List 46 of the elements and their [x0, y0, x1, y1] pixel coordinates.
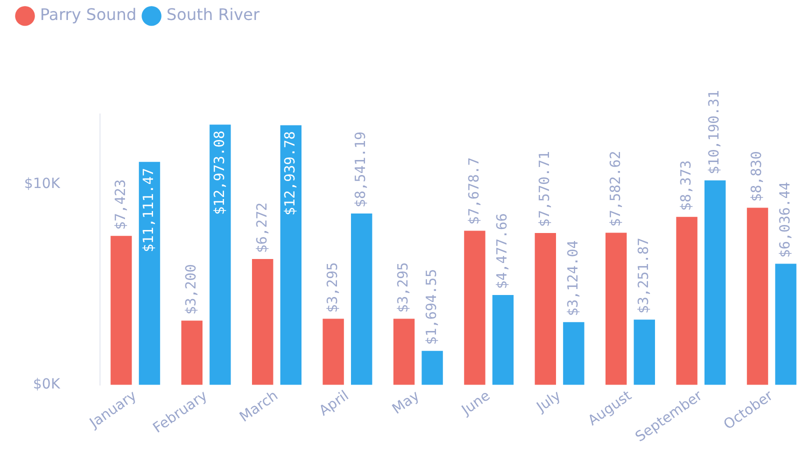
bar [252, 259, 274, 385]
data-label: $8,830 [749, 151, 766, 202]
data-label: $10,190.31 [706, 90, 723, 174]
data-label: $1,694.55 [424, 268, 440, 345]
bar [464, 230, 486, 385]
bar [563, 322, 584, 385]
bar [280, 125, 302, 385]
bar [138, 162, 160, 385]
x-tick-label: July [533, 388, 564, 416]
bar [775, 264, 796, 385]
data-label: $8,541.19 [353, 132, 370, 208]
bar [606, 232, 627, 385]
bar [110, 236, 132, 385]
bar [676, 216, 698, 385]
data-label: $7,582.62 [608, 150, 624, 227]
data-label: $3,251.87 [636, 238, 652, 314]
bar [210, 124, 231, 385]
data-label: $3,200 [184, 264, 200, 315]
bar [746, 208, 768, 385]
legend-label: South River [166, 5, 260, 24]
bar [534, 232, 556, 385]
data-label: $12,973.08 [212, 130, 228, 215]
bar [704, 180, 726, 385]
data-label: $8,373 [678, 160, 694, 211]
data-label: $6,036.44 [777, 182, 794, 258]
y-tick-label: $0K [33, 376, 61, 392]
data-label: $3,124.04 [565, 240, 582, 316]
y-tick-label: $10K [24, 176, 61, 192]
legend-label: Parry Sound [40, 5, 137, 24]
bar [492, 295, 514, 385]
data-label: $11,111.47 [141, 168, 158, 252]
bar [181, 320, 203, 385]
bar [422, 350, 443, 385]
bar [393, 318, 415, 385]
data-label: $3,295 [324, 262, 341, 313]
data-label: $4,477.66 [494, 213, 511, 290]
bar [634, 320, 655, 385]
bar [322, 318, 344, 385]
data-label: $7,678.7 [466, 157, 482, 225]
data-label: $7,423 [112, 179, 129, 230]
data-label: $3,295 [396, 262, 412, 313]
bar [350, 213, 372, 385]
data-label: $6,272 [254, 202, 270, 254]
data-label: $7,570.71 [537, 151, 554, 227]
x-tick-label: May [390, 388, 423, 418]
data-label: $12,939.78 [282, 131, 299, 216]
